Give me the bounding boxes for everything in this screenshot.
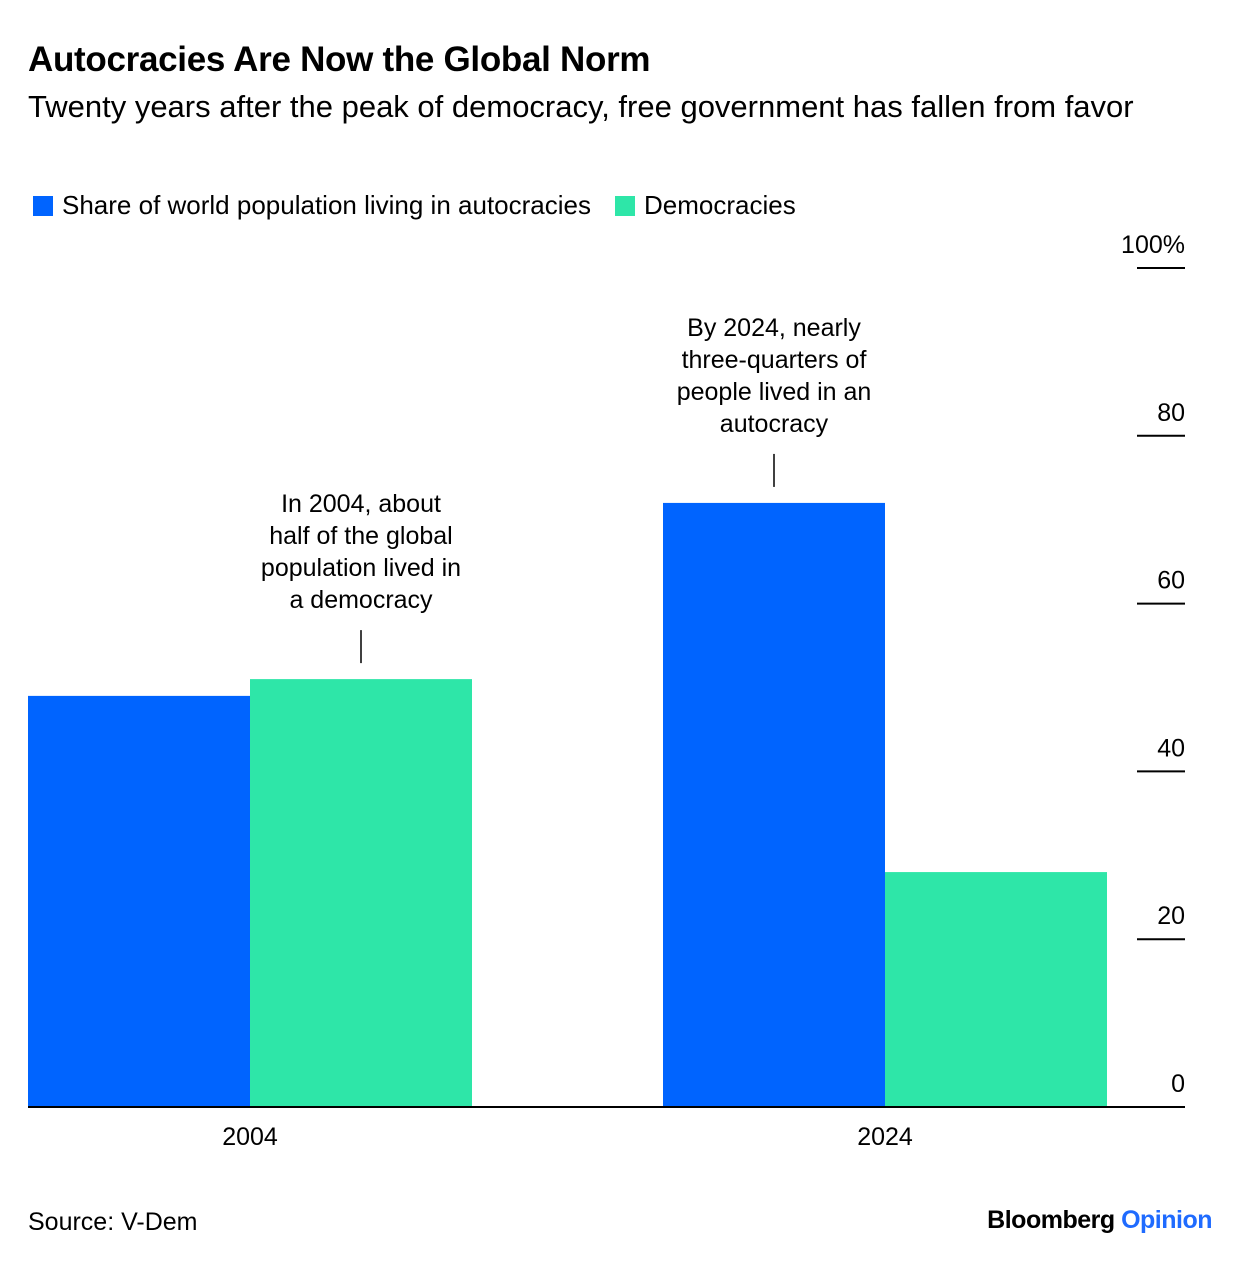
y-tick-label: 20	[1157, 902, 1185, 930]
y-tick-label: 100%	[1121, 231, 1185, 259]
chart-subtitle: Twenty years after the peak of democracy…	[28, 89, 1134, 124]
y-tick-label: 60	[1157, 567, 1185, 595]
annotation-line: three-quarters of	[682, 346, 867, 374]
x-tick-label-2024: 2024	[857, 1123, 913, 1151]
brand-suffix: Opinion	[1121, 1206, 1212, 1234]
x-tick-label-2004: 2004	[222, 1123, 278, 1151]
brand-logo: Bloomberg Opinion	[987, 1206, 1212, 1235]
annotation-line: population lived in	[261, 554, 461, 582]
legend-label-autocracies: Share of world population living in auto…	[62, 190, 591, 220]
chart-title: Autocracies Are Now the Global Norm	[28, 40, 651, 79]
annotation-line: half of the global	[269, 522, 452, 550]
annotation-2004: In 2004, about half of the global populati…	[261, 490, 461, 614]
legend-label-democracies: Democracies	[643, 190, 796, 220]
y-tick-label: 40	[1157, 734, 1185, 762]
bar-democracies-2004	[250, 679, 472, 1107]
legend: Share of world population living in auto…	[33, 190, 820, 221]
annotation-2024: By 2024, nearly three-quarters of people l…	[677, 314, 872, 438]
legend-item-democracies: Democracies	[614, 190, 796, 221]
legend-item-autocracies: Share of world population living in auto…	[33, 190, 591, 221]
annotation-line: In 2004, about	[281, 490, 441, 518]
annotation-line: autocracy	[720, 410, 829, 438]
annotation-line: people lived in an	[677, 378, 872, 406]
bar-autocracies-2004	[28, 695, 250, 1107]
brand-name: Bloomberg	[987, 1206, 1115, 1234]
legend-swatch-democracies	[614, 195, 635, 216]
bar-democracies-2024	[885, 872, 1107, 1107]
y-tick-label: 0	[1171, 1070, 1185, 1098]
annotation-line: a democracy	[289, 586, 433, 614]
annotation-line: By 2024, nearly	[687, 314, 861, 342]
legend-swatch-autocracies	[33, 195, 53, 216]
source-note: Source: V-Dem	[28, 1208, 198, 1236]
bar-autocracies-2024	[663, 502, 885, 1107]
y-tick-label: 80	[1157, 399, 1185, 427]
